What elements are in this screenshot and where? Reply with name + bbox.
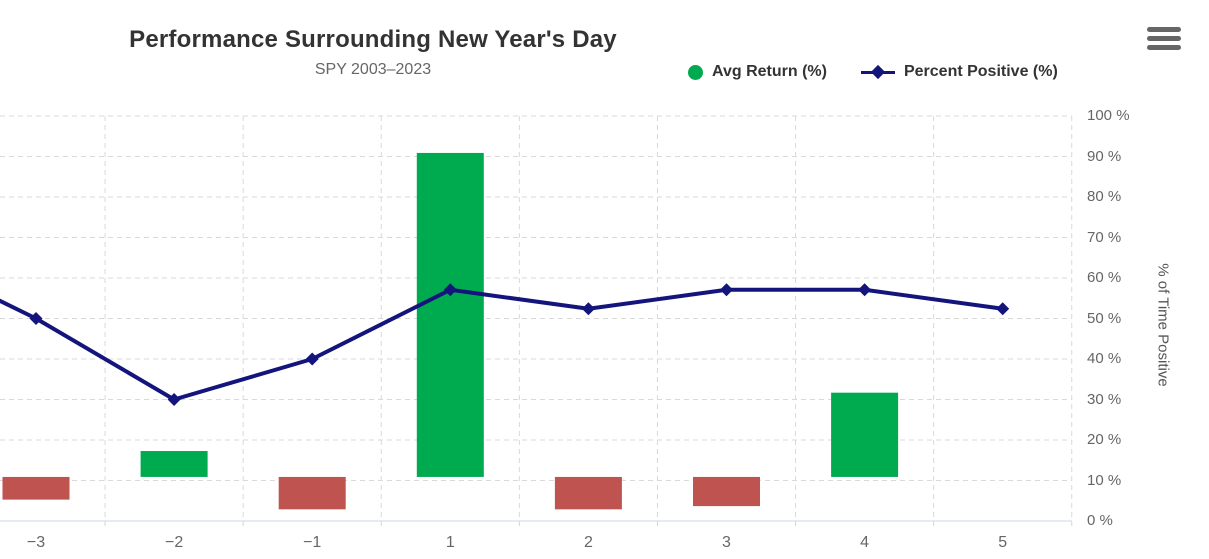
y-axis-tick-label: 10 % [1087, 471, 1122, 489]
y-axis-tick-label: 30 % [1087, 390, 1122, 408]
y-axis-tick-label: 50 % [1087, 309, 1122, 327]
hamburger-icon [1147, 36, 1181, 41]
bar[interactable] [416, 152, 484, 477]
legend-marker-circle-icon [688, 64, 703, 80]
line-marker-diamond[interactable] [858, 283, 872, 297]
y-axis-tick-label: 20 % [1087, 431, 1122, 448]
bar[interactable] [140, 451, 208, 477]
chart-subtitle: SPY 2003–2023 [314, 61, 432, 78]
y-axis-tick-label: 100 % [1087, 107, 1130, 124]
x-axis-tick-label: −1 [303, 534, 322, 551]
y-axis-tick-label: 40 % [1087, 350, 1122, 367]
bar[interactable] [831, 392, 899, 477]
x-axis-tick-label: 3 [722, 534, 731, 551]
legend-label-avg-return: Avg Return (%) [712, 63, 827, 80]
line-marker-diamond[interactable] [167, 393, 181, 406]
line-marker-diamond[interactable] [305, 352, 319, 366]
bar[interactable] [693, 476, 760, 507]
x-axis-tick-label: 1 [445, 534, 455, 551]
legend: Avg Return (%) Percent Positive (%) [688, 63, 1058, 81]
x-axis-tick-label: 2 [583, 534, 593, 551]
line-marker-diamond[interactable] [29, 312, 43, 325]
bar[interactable] [278, 476, 346, 510]
x-axis-tick-label: 4 [860, 534, 870, 551]
x-axis-tick-label: 5 [998, 534, 1008, 551]
x-axis-tick-label: −3 [26, 534, 46, 551]
legend-item-percent-positive[interactable]: Percent Positive (%) [860, 63, 1058, 81]
bar[interactable] [554, 476, 622, 510]
chart-title: Performance Surrounding New Year's Day [129, 26, 617, 53]
y-axis-tick-label: 80 % [1087, 188, 1122, 205]
chart-context-menu-button[interactable] [1147, 27, 1181, 50]
y-axis-tick-label: 0 % [1087, 512, 1113, 529]
hamburger-icon [1147, 45, 1181, 50]
bar[interactable] [2, 476, 70, 500]
line-marker-diamond[interactable] [581, 302, 595, 316]
y-axis-tick-label: 70 % [1087, 228, 1122, 246]
hamburger-icon [1147, 27, 1181, 32]
legend-marker-diamond-icon [860, 64, 895, 80]
legend-label-percent-positive: Percent Positive (%) [903, 63, 1058, 80]
x-axis-tick-label: −2 [164, 534, 184, 551]
line-marker-diamond[interactable] [996, 302, 1010, 316]
line-series[interactable] [0, 251, 1003, 402]
y-axis-tick-label: 60 % [1087, 269, 1122, 286]
legend-item-avg-return[interactable]: Avg Return (%) [688, 63, 827, 81]
y-axis-tick-label: 90 % [1087, 147, 1122, 165]
line-marker-diamond[interactable] [720, 283, 733, 297]
line-marker-diamond[interactable] [443, 283, 457, 297]
y-axis-title: % of Time Positive [1154, 263, 1172, 387]
